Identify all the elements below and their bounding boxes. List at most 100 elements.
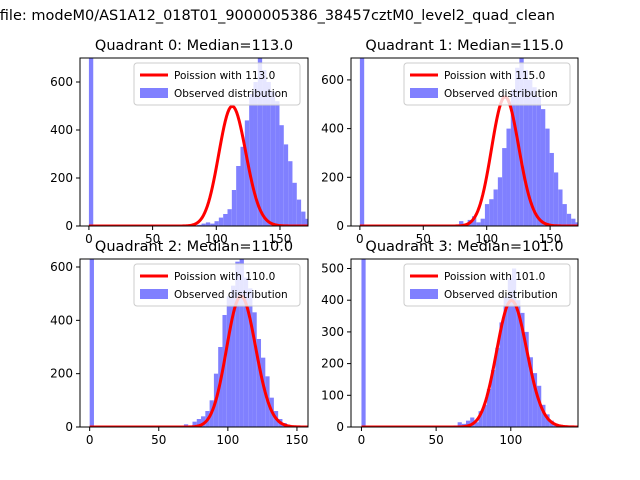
plot-area bbox=[88, 58, 322, 226]
histogram-bar bbox=[503, 297, 508, 427]
histogram-bar bbox=[223, 214, 228, 226]
histogram-bar bbox=[524, 331, 529, 427]
x-tick-label: 100 bbox=[216, 433, 239, 447]
plot-area bbox=[361, 259, 578, 427]
legend: Poission with 101.0 Observed distribution bbox=[403, 263, 571, 307]
legend-entry-observed: Observed distribution bbox=[444, 88, 558, 100]
legend-box bbox=[133, 62, 301, 106]
histogram-bar bbox=[541, 404, 546, 427]
legend-entry-observed: Observed distribution bbox=[444, 289, 558, 301]
histogram-bar bbox=[480, 218, 485, 226]
y-tick-label: 400 bbox=[321, 122, 344, 136]
histogram-bar bbox=[549, 152, 554, 226]
histogram-bar bbox=[239, 259, 244, 427]
histogram-bar bbox=[214, 221, 219, 226]
x-tick-label: 150 bbox=[539, 232, 562, 246]
x-tick-label: 100 bbox=[475, 232, 498, 246]
histogram-bar bbox=[523, 70, 529, 226]
y-tick-label: 500 bbox=[321, 262, 344, 276]
histogram-bar bbox=[491, 369, 496, 427]
histogram-bar bbox=[275, 101, 280, 226]
legend-entry-poisson: Poission with 101.0 bbox=[444, 271, 545, 283]
histogram-bar bbox=[520, 312, 525, 427]
histogram-bar bbox=[510, 89, 516, 226]
y-tick-label: 400 bbox=[50, 313, 73, 327]
histogram-bar bbox=[218, 217, 224, 226]
quadrant-2-panel: 0 50 100 150 0 200 400 600 Quadrant 2: Median=11… bbox=[50, 239, 309, 447]
histogram-bar bbox=[553, 172, 559, 226]
x-tick-label: 50 bbox=[145, 232, 160, 246]
histogram-bar bbox=[484, 204, 490, 226]
histogram-bar bbox=[231, 190, 237, 226]
subplot-title: Quadrant 1: Median=115.0 bbox=[365, 38, 563, 54]
axes-frame bbox=[350, 57, 579, 227]
quadrant-1-panel: 0 50 100 150 0 200 400 600 Quadrant 1: Median=11… bbox=[321, 38, 584, 246]
histogram-bar bbox=[310, 222, 314, 226]
plot-area bbox=[359, 58, 584, 226]
x-tick-label: 50 bbox=[428, 433, 443, 447]
x-tick-label: 0 bbox=[86, 433, 94, 447]
y-tick-label: 600 bbox=[321, 73, 344, 87]
histogram-bar bbox=[305, 218, 308, 226]
axes-frame bbox=[79, 258, 309, 428]
histogram-bar bbox=[252, 312, 257, 427]
histogram-bar bbox=[283, 144, 289, 226]
histogram-bar bbox=[493, 189, 498, 226]
histogram-bar bbox=[528, 357, 533, 427]
poisson-curve bbox=[359, 95, 578, 226]
histogram-bar bbox=[502, 148, 507, 226]
y-tick-label: 600 bbox=[50, 260, 73, 274]
histogram-bar bbox=[571, 218, 576, 226]
legend-patch-swatch bbox=[410, 289, 438, 299]
y-tick-label: 0 bbox=[336, 420, 344, 434]
histogram-bar bbox=[279, 125, 284, 226]
histogram-bar bbox=[489, 199, 494, 226]
legend-entry-poisson: Poission with 115.0 bbox=[444, 70, 545, 82]
histogram-bar bbox=[226, 296, 232, 427]
histogram-bar bbox=[201, 416, 206, 427]
histogram-bar bbox=[253, 82, 258, 226]
legend-entry-observed: Observed distribution bbox=[174, 88, 288, 100]
histogram-bar bbox=[519, 58, 524, 226]
subplot-title: Quadrant 3: Median=101.0 bbox=[365, 239, 563, 255]
legend-box bbox=[133, 263, 301, 307]
y-tick-label: 200 bbox=[321, 170, 344, 184]
legend-box bbox=[403, 263, 571, 307]
histogram-bar bbox=[558, 189, 563, 226]
histogram-bar bbox=[318, 225, 322, 226]
axes-frame bbox=[79, 57, 309, 227]
histogram-bar bbox=[292, 182, 297, 226]
legend-patch-swatch bbox=[410, 88, 438, 98]
figure-suptitle: n file: modeM0/AS1A12_018T01_9000005386_… bbox=[0, 8, 555, 24]
legend-entry-poisson: Poission with 113.0 bbox=[174, 70, 275, 82]
poisson-curve bbox=[361, 299, 578, 427]
histogram-bar bbox=[459, 221, 464, 226]
histogram-bar bbox=[575, 222, 578, 226]
y-tick-label: 300 bbox=[321, 325, 344, 339]
histogram-bar bbox=[486, 388, 492, 427]
histogram-bar bbox=[580, 225, 584, 226]
poisson-curve bbox=[89, 294, 308, 427]
histogram-bar bbox=[266, 82, 271, 226]
histogram-bar bbox=[536, 96, 541, 226]
histogram-bar bbox=[476, 222, 481, 226]
plot-area bbox=[89, 259, 308, 427]
y-tick-label: 0 bbox=[336, 219, 344, 233]
histogram-bar bbox=[482, 404, 487, 427]
axes-frame bbox=[350, 258, 579, 428]
subplot-title: Quadrant 2: Median=110.0 bbox=[95, 239, 293, 255]
x-tick-label: 0 bbox=[85, 232, 93, 246]
legend: Poission with 113.0 Observed distribution bbox=[133, 62, 301, 106]
histogram-bar bbox=[249, 94, 254, 226]
y-tick-label: 400 bbox=[50, 123, 73, 137]
y-tick-label: 200 bbox=[321, 357, 344, 371]
x-tick-label: 150 bbox=[269, 232, 292, 246]
histogram-bar bbox=[236, 166, 241, 226]
histogram-bar bbox=[545, 414, 550, 427]
legend-box bbox=[403, 62, 571, 106]
histogram-bar bbox=[197, 224, 202, 226]
histogram-bar bbox=[192, 421, 197, 427]
histogram-bar bbox=[201, 223, 206, 226]
histogram-bar bbox=[471, 216, 477, 226]
legend-patch-swatch bbox=[140, 88, 168, 98]
